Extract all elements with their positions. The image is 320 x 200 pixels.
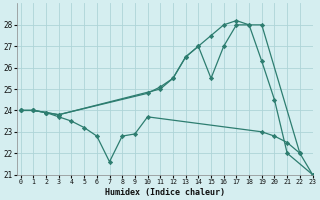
X-axis label: Humidex (Indice chaleur): Humidex (Indice chaleur)	[105, 188, 225, 197]
